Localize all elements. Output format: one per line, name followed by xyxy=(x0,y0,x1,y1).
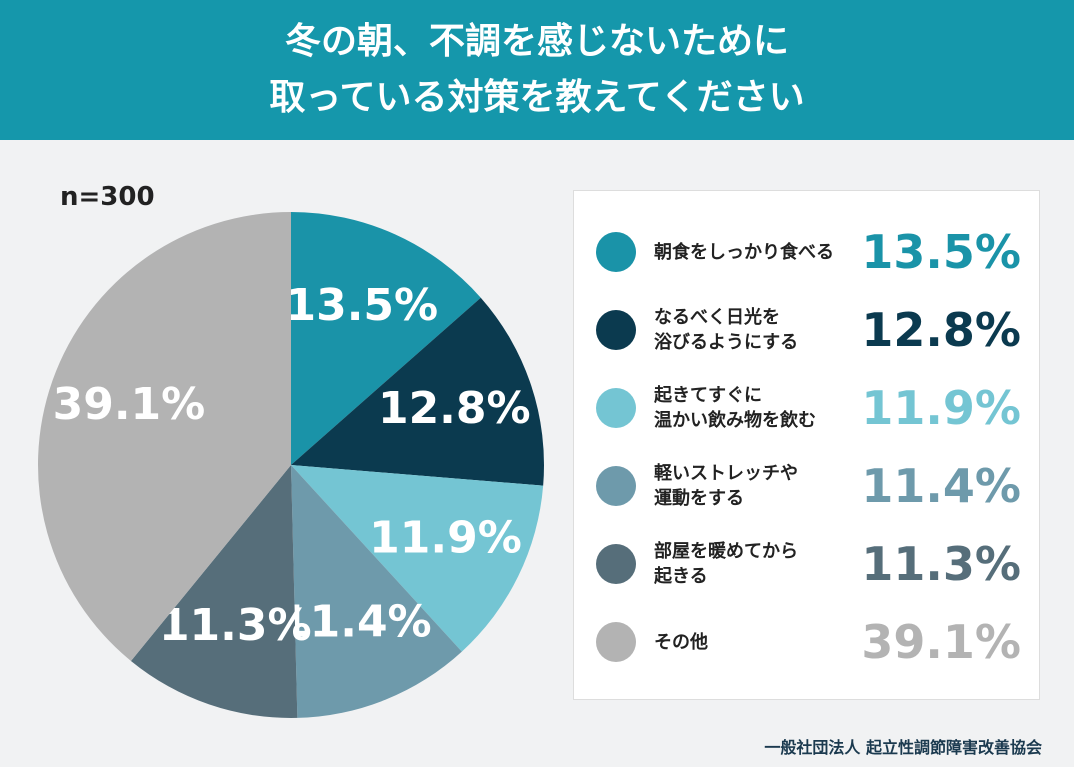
legend-value: 39.1% xyxy=(861,615,1021,669)
title-line: 冬の朝、不調を感じないために xyxy=(284,21,789,62)
legend-swatch xyxy=(596,466,636,506)
legend-value: 11.3% xyxy=(861,537,1021,591)
legend-item: なるべく日光を 浴びるようにする 12.8% xyxy=(596,295,1021,365)
slice-label: 11.4% xyxy=(279,597,432,648)
legend-swatch xyxy=(596,622,636,662)
legend-swatch xyxy=(596,310,636,350)
legend-item: 軽いストレッチや 運動をする 11.4% xyxy=(596,451,1021,521)
legend-label: 軽いストレッチや 運動をする xyxy=(654,463,798,509)
pie-slice xyxy=(291,212,481,465)
footer: 一般社団法人 起立性調節障害改善協会 xyxy=(764,738,1042,757)
legend-label: なるべく日光を 浴びるようにする xyxy=(654,307,799,353)
legend-value: 11.9% xyxy=(861,381,1021,435)
legend-value: 13.5% xyxy=(861,225,1021,279)
legend-swatch xyxy=(596,544,636,584)
pie-slice xyxy=(291,297,544,486)
pie-slice xyxy=(291,465,544,652)
slice-label: 11.9% xyxy=(369,513,522,564)
sample-size: n=300 xyxy=(60,182,155,212)
slice-label: 39.1% xyxy=(53,379,206,430)
legend-swatch xyxy=(596,388,636,428)
pie-slice xyxy=(291,465,462,718)
slice-label: 12.8% xyxy=(378,383,531,434)
legend-label: その他 xyxy=(654,631,708,653)
legend-item: 部屋を暖めてから 起きる 11.3% xyxy=(596,529,1021,599)
legend: 朝食をしっかり食べる 13.5% なるべく日光を 浴びるようにする 12.8% 起きてす… xyxy=(573,190,1040,700)
legend-swatch xyxy=(596,232,636,272)
header: 冬の朝、不調を感じないために 取っている対策を教えてください xyxy=(0,0,1074,140)
legend-label: 起きてすぐに 温かい飲み物を飲む xyxy=(654,385,816,431)
slice-label: 11.3% xyxy=(159,600,312,651)
slice-label: 13.5% xyxy=(285,280,438,331)
legend-label: 部屋を暖めてから 起きる xyxy=(654,541,798,587)
legend-value: 11.4% xyxy=(861,459,1021,513)
pie-chart: 13.5% 12.8% 11.9% 11.4%11.3% 39.1% xyxy=(37,212,544,718)
legend-value: 12.8% xyxy=(861,303,1021,357)
legend-item: その他 39.1% xyxy=(596,607,1021,677)
legend-item: 朝食をしっかり食べる 13.5% xyxy=(596,217,1021,287)
legend-label: 朝食をしっかり食べる xyxy=(654,241,834,263)
pie-slice xyxy=(130,465,298,718)
legend-item: 起きてすぐに 温かい飲み物を飲む 11.9% xyxy=(596,373,1021,443)
title-line: 取っている対策を教えてください xyxy=(269,77,805,118)
pie-slice xyxy=(37,212,291,661)
